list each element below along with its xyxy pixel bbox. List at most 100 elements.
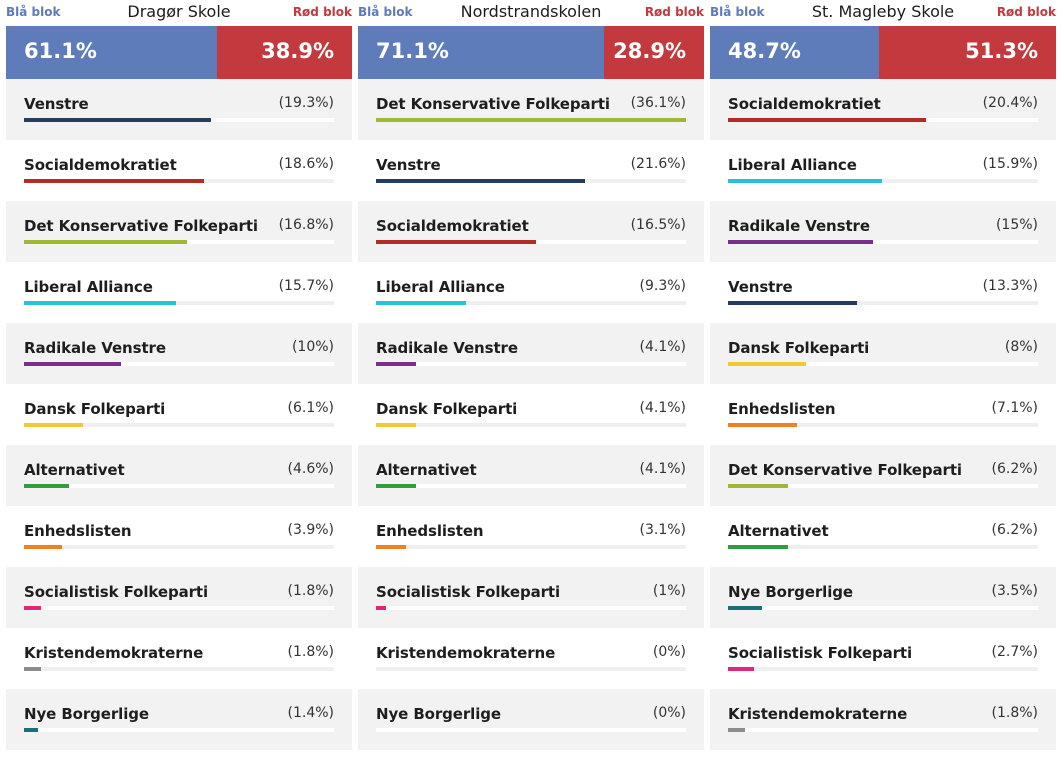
party-row: Kristendemokraterne (0%) bbox=[358, 628, 704, 689]
party-bar bbox=[728, 118, 926, 122]
party-row: Venstre (21.6%) bbox=[358, 140, 704, 201]
party-row: Det Konservative Folkeparti (16.8%) bbox=[6, 201, 352, 262]
party-name: Kristendemokraterne bbox=[24, 644, 204, 662]
party-percentage: (4.6%) bbox=[287, 461, 335, 477]
party-percentage: (20.4%) bbox=[982, 95, 1038, 111]
blue-bloc-label: Blå blok bbox=[6, 5, 61, 19]
party-row: Dansk Folkeparti (4.1%) bbox=[358, 384, 704, 445]
party-bar-track bbox=[24, 606, 334, 610]
party-bar bbox=[728, 362, 806, 366]
party-row: Liberal Alliance (15.7%) bbox=[6, 262, 352, 323]
party-bar-track bbox=[728, 301, 1038, 305]
party-percentage: (15%) bbox=[995, 217, 1038, 233]
party-percentage: (7.1%) bbox=[991, 400, 1039, 416]
panel-header: Blå blok Nordstrandskolen Rød blok bbox=[358, 0, 704, 24]
party-name: Det Konservative Folkeparti bbox=[376, 95, 610, 113]
red-bloc-share: 51.3% bbox=[965, 39, 1038, 63]
party-name: Venstre bbox=[24, 95, 89, 113]
party-bar bbox=[376, 179, 586, 183]
party-row: Enhedslisten (3.9%) bbox=[6, 506, 352, 567]
party-bar bbox=[24, 301, 177, 305]
party-percentage: (15.7%) bbox=[278, 278, 334, 294]
red-bloc-share: 28.9% bbox=[613, 39, 686, 63]
party-name: Socialistisk Folkeparti bbox=[376, 583, 561, 601]
red-bloc-segment: 51.3% bbox=[878, 26, 1056, 79]
party-row: Liberal Alliance (9.3%) bbox=[358, 262, 704, 323]
red-bloc-segment: 38.9% bbox=[217, 26, 352, 79]
party-percentage: (1.4%) bbox=[287, 705, 335, 721]
party-bar-track bbox=[728, 423, 1038, 427]
party-percentage: (2.7%) bbox=[991, 644, 1039, 660]
party-name: Radikale Venstre bbox=[24, 339, 166, 357]
party-bar bbox=[728, 423, 797, 427]
school-title: Dragør Skole bbox=[127, 2, 231, 21]
party-bar-track bbox=[728, 484, 1038, 488]
blue-bloc-segment: 61.1% bbox=[6, 26, 218, 79]
party-bar bbox=[24, 606, 42, 610]
party-row: Kristendemokraterne (1.8%) bbox=[710, 689, 1056, 750]
party-row: Socialistisk Folkeparti (1%) bbox=[358, 567, 704, 628]
party-percentage: (10%) bbox=[291, 339, 334, 355]
blue-bloc-share: 61.1% bbox=[24, 39, 97, 63]
party-bar-track bbox=[376, 301, 686, 305]
party-name: Det Konservative Folkeparti bbox=[24, 217, 258, 235]
bloc-split-bar: 61.1% 38.9% bbox=[6, 26, 352, 79]
party-bar bbox=[376, 545, 407, 549]
party-percentage: (18.6%) bbox=[278, 156, 334, 172]
panel-dragoer-skole: Blå blok Dragør Skole Rød blok 61.1% 38.… bbox=[6, 0, 352, 752]
party-name: Kristendemokraterne bbox=[376, 644, 556, 662]
party-bar-track bbox=[376, 667, 686, 671]
party-name: Alternativet bbox=[728, 522, 829, 540]
party-bar bbox=[728, 179, 883, 183]
party-bar-track bbox=[728, 728, 1038, 732]
party-bar-track bbox=[376, 728, 686, 732]
party-row: Alternativet (4.1%) bbox=[358, 445, 704, 506]
party-row: Socialdemokratiet (16.5%) bbox=[358, 201, 704, 262]
party-bar bbox=[24, 179, 205, 183]
red-bloc-label: Rød blok bbox=[644, 5, 704, 19]
party-bar bbox=[24, 362, 121, 366]
party-percentage: (1%) bbox=[652, 583, 686, 599]
party-row: Det Konservative Folkeparti (36.1%) bbox=[358, 79, 704, 140]
party-percentage: (16.8%) bbox=[278, 217, 334, 233]
blue-bloc-share: 71.1% bbox=[376, 39, 449, 63]
party-name: Venstre bbox=[376, 156, 441, 174]
party-row: Radikale Venstre (15%) bbox=[710, 201, 1056, 262]
party-bar bbox=[376, 484, 416, 488]
party-percentage: (21.6%) bbox=[630, 156, 686, 172]
party-bar-track bbox=[376, 362, 686, 366]
party-bar bbox=[24, 728, 38, 732]
party-bar bbox=[376, 362, 416, 366]
panel-st-magleby-skole: Blå blok St. Magleby Skole Rød blok 48.7… bbox=[710, 0, 1056, 752]
blue-bloc-label: Blå blok bbox=[358, 5, 413, 19]
party-row: Radikale Venstre (4.1%) bbox=[358, 323, 704, 384]
party-bar-track bbox=[24, 118, 334, 122]
party-bar-track bbox=[728, 362, 1038, 366]
party-bar-track bbox=[728, 545, 1038, 549]
party-row: Dansk Folkeparti (6.1%) bbox=[6, 384, 352, 445]
party-bar-track bbox=[24, 179, 334, 183]
party-bar bbox=[24, 118, 211, 122]
school-title: Nordstrandskolen bbox=[460, 2, 602, 21]
party-name: Nye Borgerlige bbox=[24, 705, 149, 723]
party-bar-track bbox=[728, 179, 1038, 183]
party-bar-track bbox=[376, 545, 686, 549]
party-list: Socialdemokratiet (20.4%) Liberal Alliance… bbox=[710, 79, 1056, 750]
party-bar bbox=[24, 545, 62, 549]
party-bar-track bbox=[376, 240, 686, 244]
party-bar-track bbox=[376, 423, 686, 427]
red-bloc-label: Rød blok bbox=[996, 5, 1056, 19]
panel-header: Blå blok St. Magleby Skole Rød blok bbox=[710, 0, 1056, 24]
party-percentage: (13.3%) bbox=[982, 278, 1038, 294]
party-bar-track bbox=[376, 179, 686, 183]
party-bar bbox=[728, 240, 874, 244]
party-name: Radikale Venstre bbox=[376, 339, 518, 357]
party-bar-track bbox=[24, 301, 334, 305]
party-row: Nye Borgerlige (1.4%) bbox=[6, 689, 352, 750]
party-name: Dansk Folkeparti bbox=[728, 339, 870, 357]
party-bar-track bbox=[728, 667, 1038, 671]
party-row: Enhedslisten (3.1%) bbox=[358, 506, 704, 567]
party-list: Det Konservative Folkeparti (36.1%) Venstr… bbox=[358, 79, 704, 750]
party-percentage: (6.1%) bbox=[287, 400, 335, 416]
party-percentage: (6.2%) bbox=[991, 461, 1039, 477]
